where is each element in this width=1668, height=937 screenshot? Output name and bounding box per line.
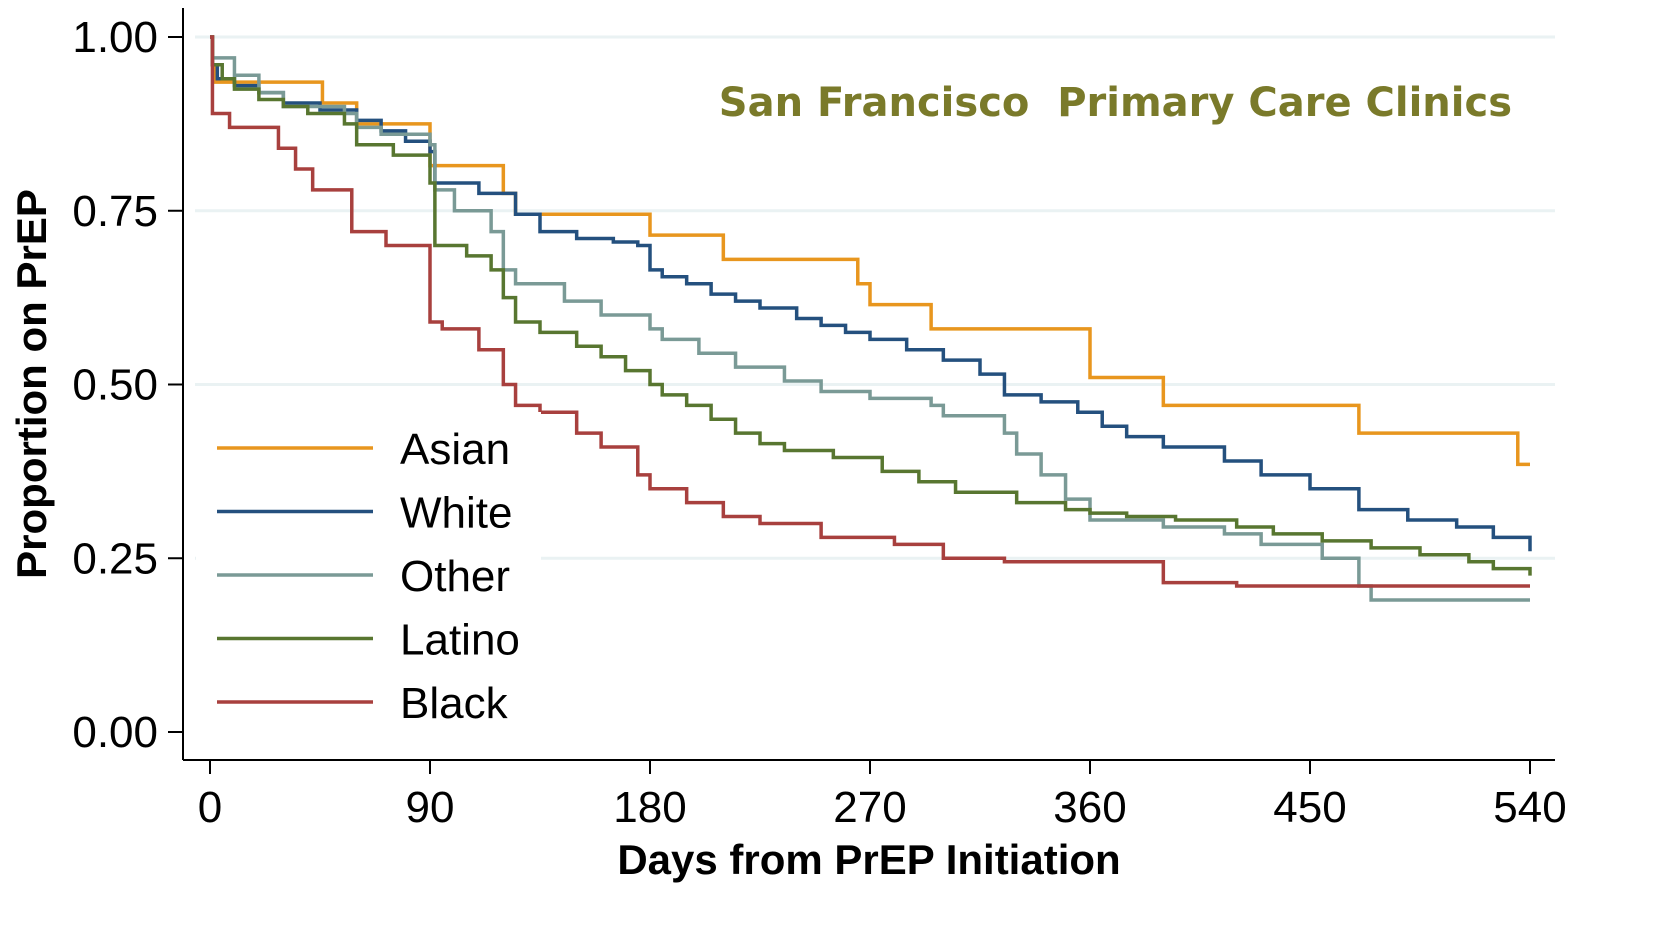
x-axis-title: Days from PrEP Initiation bbox=[617, 836, 1120, 883]
x-tick-label: 90 bbox=[406, 783, 455, 832]
y-tick-label: 0.00 bbox=[72, 708, 158, 757]
x-tick-label: 270 bbox=[833, 783, 906, 832]
x-tick-label: 540 bbox=[1493, 783, 1566, 832]
y-tick-label: 1.00 bbox=[72, 13, 158, 62]
chart-annotation: San Francisco Primary Care Clinics bbox=[719, 80, 1512, 126]
x-tick-label: 360 bbox=[1053, 783, 1126, 832]
y-tick-label: 0.75 bbox=[72, 187, 158, 236]
legend-label: Asian bbox=[400, 425, 510, 474]
x-tick-label: 0 bbox=[198, 783, 222, 832]
legend: Asian White Other Latino Black bbox=[196, 412, 541, 742]
legend-label: Latino bbox=[400, 616, 520, 665]
legend-label: Other bbox=[400, 552, 510, 601]
x-tick-label: 180 bbox=[613, 783, 686, 832]
x-axis-ticks: 0 90 180 270 360 450 540 bbox=[198, 760, 1567, 832]
y-tick-label: 0.50 bbox=[72, 361, 158, 410]
y-axis-ticks: 0.00 0.25 0.50 0.75 1.00 bbox=[72, 13, 183, 757]
legend-label: Black bbox=[400, 679, 509, 728]
legend-label: White bbox=[400, 489, 512, 538]
y-tick-label: 0.25 bbox=[72, 534, 158, 583]
y-axis-title: Proportion on PrEP bbox=[8, 189, 55, 579]
x-tick-label: 450 bbox=[1273, 783, 1346, 832]
